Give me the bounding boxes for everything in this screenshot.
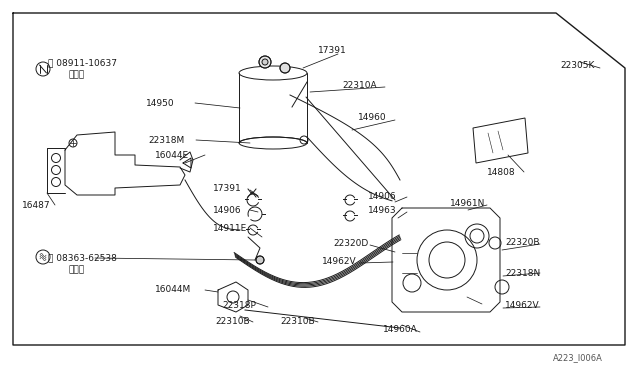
Text: 16044E: 16044E [155,151,189,160]
Text: 14960: 14960 [358,112,387,122]
Text: 14962V: 14962V [322,257,356,266]
Text: 14906: 14906 [368,192,397,201]
Circle shape [259,56,271,68]
Text: 22305K: 22305K [560,61,595,70]
Text: 14906: 14906 [213,205,242,215]
Text: 22320B: 22320B [505,237,540,247]
Circle shape [280,63,290,73]
Text: 14950: 14950 [146,99,175,108]
Text: 17391: 17391 [318,45,347,55]
Text: 22318N: 22318N [505,269,540,278]
Text: 22318M: 22318M [148,135,184,144]
Text: 14911E: 14911E [213,224,247,232]
Text: 22310B: 22310B [280,317,315,327]
Text: （Ｚ）: （Ｚ） [68,266,84,275]
Text: A223_l006A: A223_l006A [553,353,603,362]
Text: 14808: 14808 [487,167,516,176]
Text: 16044M: 16044M [155,285,191,295]
Circle shape [256,256,264,264]
Text: 14962V: 14962V [505,301,540,310]
Circle shape [262,59,268,65]
Text: 22310B: 22310B [215,317,250,327]
Text: Ⓢ 08363-62538: Ⓢ 08363-62538 [48,253,117,263]
Text: 16487: 16487 [22,201,51,209]
Text: 14961N: 14961N [450,199,485,208]
Text: 22318P: 22318P [222,301,256,311]
Text: 14960A: 14960A [383,326,418,334]
Text: （３）: （３） [68,71,84,80]
Text: 22320D: 22320D [333,238,368,247]
Text: 22310A: 22310A [342,80,376,90]
Text: Ⓝ 08911-10637: Ⓝ 08911-10637 [48,58,117,67]
Text: 14963: 14963 [368,205,397,215]
Text: 17391: 17391 [213,183,242,192]
